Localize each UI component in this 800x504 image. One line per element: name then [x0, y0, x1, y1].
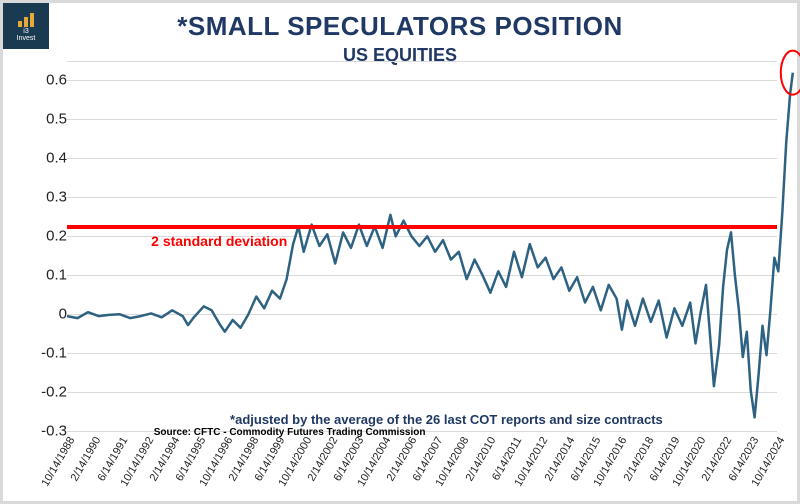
plot-area: 2 standard deviation *adjusted by the av…: [67, 61, 777, 431]
brand-logo: i3 Invest: [3, 3, 49, 49]
y-tick-label: 0.2: [46, 228, 67, 245]
y-tick-label: 0.6: [46, 72, 67, 89]
chart-container: i3 Invest *SMALL SPECULATORS POSITION US…: [0, 0, 800, 504]
y-tick-label: 0.1: [46, 267, 67, 284]
x-tick-label: 10/14/1988: [39, 435, 77, 489]
x-axis: 10/14/19882/14/19906/14/199110/14/19922/…: [67, 431, 777, 501]
y-tick-label: -0.2: [41, 384, 67, 401]
highlight-circle: [67, 61, 777, 431]
y-tick-label: 0.4: [46, 150, 67, 167]
y-axis: -0.3-0.2-0.100.10.20.30.40.50.6: [23, 61, 67, 431]
y-tick-label: 0: [59, 306, 67, 323]
y-tick-label: 0.3: [46, 189, 67, 206]
logo-text-bottom: Invest: [17, 35, 36, 42]
y-tick-label: 0.5: [46, 111, 67, 128]
logo-bars-icon: [18, 11, 34, 27]
logo-text-top: i3: [23, 28, 28, 35]
y-tick-label: -0.3: [41, 423, 67, 440]
y-tick-label: -0.1: [41, 345, 67, 362]
chart-title: *SMALL SPECULATORS POSITION: [3, 11, 797, 42]
